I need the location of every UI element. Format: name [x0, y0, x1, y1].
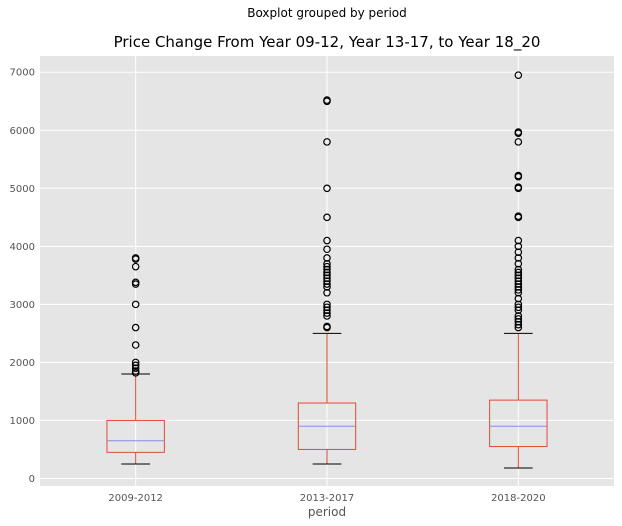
- flier-point: [131, 300, 140, 309]
- box-marks: [106, 71, 548, 469]
- flier-point: [323, 245, 331, 254]
- flier-point: [514, 71, 523, 79]
- flier-point: [131, 278, 140, 287]
- chart-title: Price Change From Year 09-12, Year 13-17…: [114, 33, 541, 52]
- flier-point: [323, 322, 331, 331]
- x-tick-label: 2018-2020: [491, 493, 546, 504]
- flier-point: [514, 171, 523, 180]
- y-tick-label: 7000: [10, 68, 35, 79]
- flier-point: [514, 138, 523, 146]
- flier-point: [514, 315, 523, 323]
- flier-point: [131, 361, 140, 370]
- flier-point: [323, 138, 331, 146]
- y-tick-label: 4000: [10, 242, 35, 253]
- flier-point: [514, 212, 523, 220]
- flier-point: [323, 254, 331, 262]
- y-tick-label: 0: [29, 474, 35, 485]
- flier-point: [131, 341, 140, 349]
- box-group: [106, 254, 165, 465]
- iqr-box: [489, 399, 548, 448]
- flier-point: [131, 262, 140, 271]
- flier-point: [514, 268, 523, 277]
- flier-point: [131, 323, 140, 332]
- flier-point: [323, 184, 331, 193]
- x-axis-label: period: [308, 505, 346, 519]
- flier-point: [514, 128, 523, 136]
- flier-point: [131, 358, 140, 367]
- flier-point: [323, 236, 331, 245]
- y-tick-label: 6000: [10, 126, 35, 137]
- y-tick-label: 3000: [10, 300, 35, 311]
- flier-point: [131, 254, 140, 262]
- y-tick-label: 2000: [10, 358, 35, 369]
- iqr-box: [106, 419, 165, 453]
- flier-point: [323, 262, 331, 271]
- flier-point: [323, 303, 331, 312]
- y-tick-label: 1000: [10, 416, 35, 427]
- box-group: [489, 71, 548, 469]
- axis-ticks: 0 1000 2000 3000 4000 5000 6000 7000 2009-2012 20…: [10, 68, 546, 504]
- y-tick-label: 5000: [10, 184, 35, 195]
- box-group: [297, 96, 357, 465]
- x-tick-label: 2009-2012: [108, 493, 163, 504]
- chart-suptitle: Boxplot grouped by period: [247, 6, 407, 20]
- flier-point: [323, 300, 331, 309]
- x-tick-label: 2013-2017: [300, 493, 355, 504]
- flier-point: [323, 213, 331, 222]
- flier-point: [514, 303, 523, 312]
- flier-point: [514, 236, 523, 245]
- flier-point: [323, 96, 331, 104]
- flier-point: [514, 183, 523, 191]
